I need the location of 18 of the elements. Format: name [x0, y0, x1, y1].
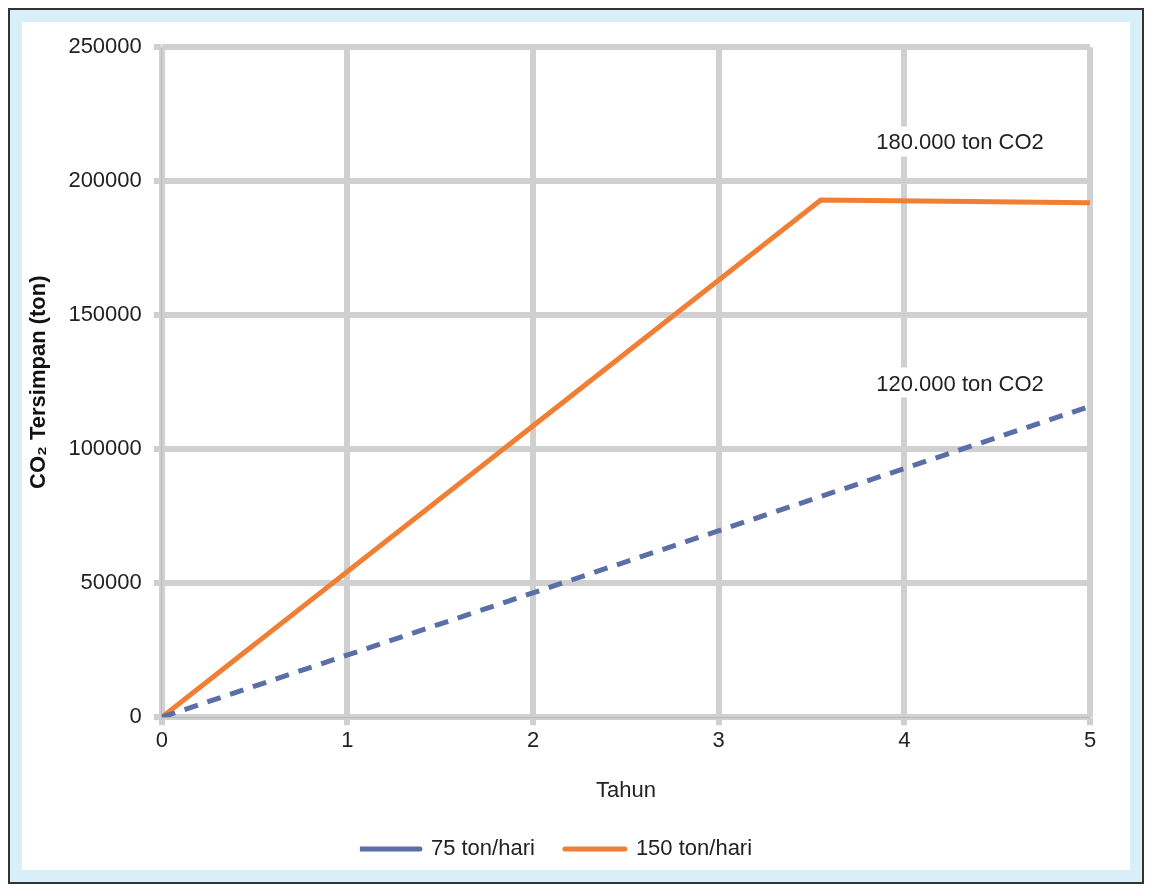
x-tick-label: 1 [341, 727, 354, 753]
y-axis-title: CO₂ Tersimpan (ton) [25, 275, 51, 489]
legend-label: 150 ton/hari [635, 835, 753, 861]
annotation: 120.000 ton CO2 [876, 370, 1044, 396]
x-tick-label: 5 [1083, 727, 1097, 753]
y-tick-label: 200000 [68, 167, 142, 193]
y-tick-label: 250000 [68, 33, 142, 59]
annotation: 180.000 ton CO2 [876, 129, 1044, 155]
y-tick-label: 150000 [68, 301, 142, 327]
x-tick-label: 4 [898, 727, 911, 753]
x-axis-title: Tahun [595, 776, 656, 802]
y-tick-label: 100000 [68, 435, 142, 461]
y-tick-label: 50000 [80, 569, 142, 595]
x-tick-label: 2 [526, 727, 540, 753]
x-tick-label: 0 [155, 727, 168, 753]
legend-label: 75 ton/hari [430, 835, 535, 861]
x-tick-label: 3 [712, 727, 725, 753]
y-tick-label: 0 [129, 703, 142, 729]
